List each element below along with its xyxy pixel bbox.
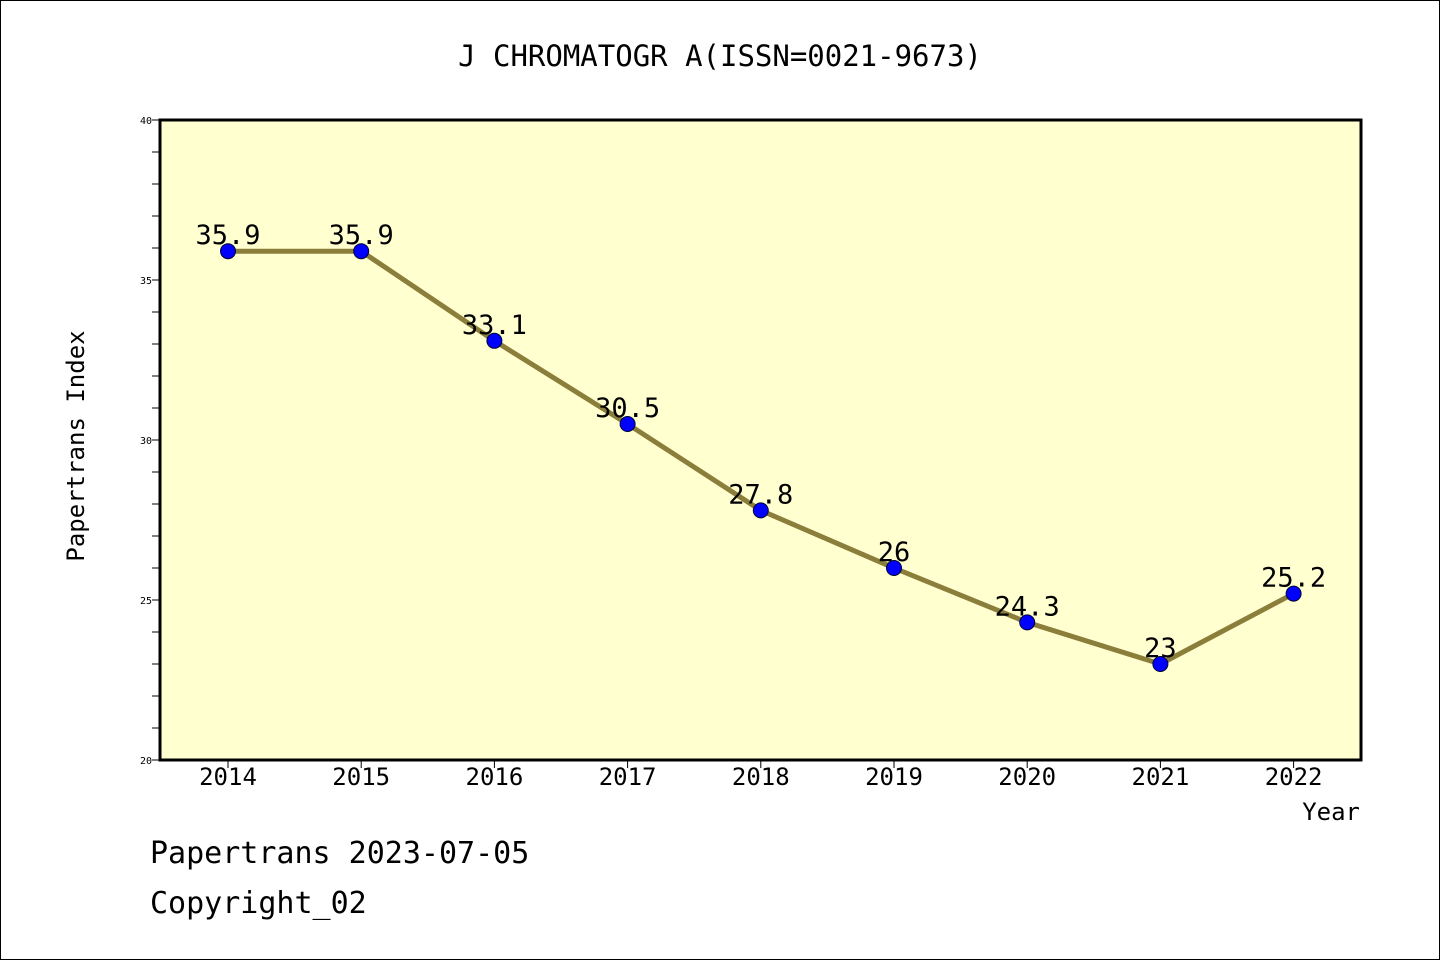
data-label: 24.3: [995, 591, 1060, 622]
x-tick-label: 2017: [599, 763, 657, 791]
y-axis: 20 25 30 35 40: [140, 116, 160, 767]
y-axis-label: Papertrans Index: [62, 330, 90, 561]
y-tick-label: 40: [140, 116, 152, 127]
x-tick-label: 2014: [199, 763, 257, 791]
data-label: 27.8: [728, 479, 793, 510]
y-tick-label: 25: [140, 596, 152, 607]
data-label: 25.2: [1261, 563, 1326, 594]
x-tick-label: 2020: [998, 763, 1056, 791]
data-point: [886, 560, 902, 576]
chart-title: J CHROMATOGR A(ISSN=0021-9673): [458, 39, 982, 73]
x-tick-label: 2019: [865, 763, 923, 791]
y-tick-label: 35: [140, 276, 152, 287]
x-tick-label: 2021: [1132, 763, 1190, 791]
plot-area: [160, 120, 1361, 760]
x-axis: 2014 2015 2016 2017 2018 2019 2020 2021 2022: [199, 760, 1322, 791]
data-labels: 35.9 35.9 33.1 30.5 27.8 26 24.3 23 25.2: [195, 220, 1326, 664]
data-point: [619, 416, 636, 432]
data-label: 23: [1144, 633, 1177, 664]
x-tick-label: 2016: [466, 763, 524, 791]
footer-date: Papertrans 2023-07-05: [150, 836, 530, 871]
y-tick-label: 20: [140, 756, 152, 767]
x-tick-label: 2015: [332, 763, 390, 791]
data-point: [752, 502, 769, 519]
x-tick-label: 2022: [1265, 763, 1323, 791]
y-tick-label: 30: [140, 436, 152, 447]
data-label: 33.1: [462, 310, 527, 341]
data-label: 26: [878, 537, 911, 568]
data-markers: [220, 243, 1302, 672]
data-label: 30.5: [595, 393, 660, 424]
data-point: [1285, 585, 1302, 602]
data-point: [353, 243, 370, 260]
data-point: [486, 332, 503, 349]
plot-border: [158, 118, 1363, 762]
data-label: 35.9: [329, 220, 394, 251]
footer-copyright: Copyright_02: [150, 886, 367, 921]
data-label: 35.9: [195, 220, 260, 251]
data-point: [220, 243, 236, 260]
x-axis-label: Year: [1302, 798, 1360, 826]
data-point: [1019, 614, 1036, 631]
data-point: [1152, 656, 1169, 672]
x-tick-label: 2018: [732, 763, 790, 791]
